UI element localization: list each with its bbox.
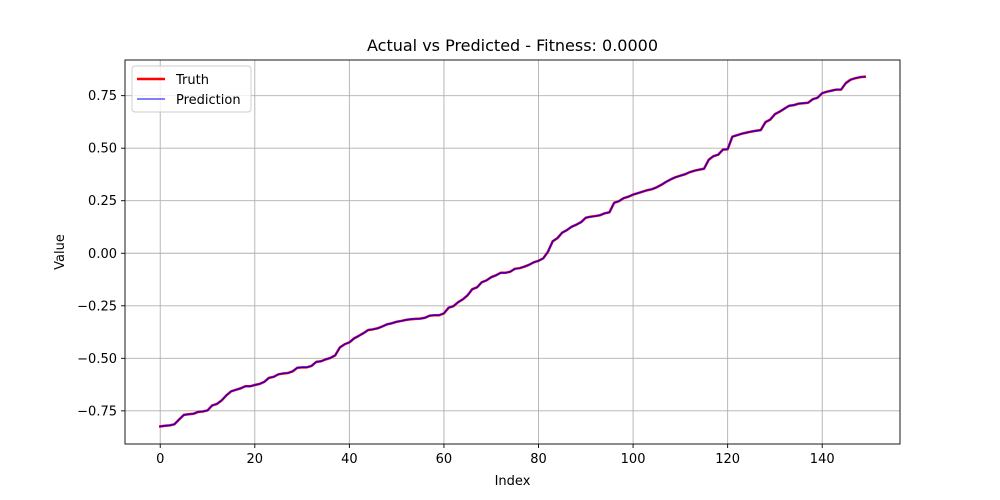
x-tick-label: 100 — [621, 452, 646, 467]
y-tick-label: −0.75 — [77, 404, 117, 419]
y-axis-label: Value — [53, 234, 68, 270]
x-axis-label: Index — [495, 474, 531, 489]
grid — [125, 60, 900, 444]
series-line-prediction — [159, 76, 866, 428]
x-tick-label: 140 — [810, 452, 835, 467]
legend: Truth Prediction — [131, 65, 252, 113]
y-tick-label: −0.25 — [77, 299, 117, 314]
y-tick-label: 0.50 — [88, 142, 117, 157]
y-tick-label: 0.25 — [88, 194, 117, 209]
legend-label-prediction: Prediction — [176, 93, 241, 108]
x-tick-label: 60 — [436, 452, 453, 467]
y-tick-label: −0.50 — [77, 352, 117, 367]
legend-label-truth: Truth — [175, 73, 209, 88]
x-tick-label: 20 — [247, 452, 264, 467]
y-tick-label: 0.00 — [88, 247, 117, 262]
plot-lines — [158, 75, 867, 428]
x-tick-label: 80 — [530, 452, 547, 467]
x-tick-label: 120 — [715, 452, 740, 467]
x-tick-label: 0 — [156, 452, 164, 467]
legend-box — [131, 65, 252, 113]
chart-title: Actual vs Predicted - Fitness: 0.0000 — [367, 36, 658, 55]
x-axis-ticks: 0 20 40 60 80 100 120 140 — [156, 444, 835, 467]
x-tick-label: 40 — [341, 452, 358, 467]
y-axis-ticks: −0.75 −0.50 −0.25 0.00 0.25 0.50 0.75 — [77, 89, 125, 419]
plot-frame — [124, 59, 901, 445]
y-tick-label: 0.75 — [88, 89, 117, 104]
